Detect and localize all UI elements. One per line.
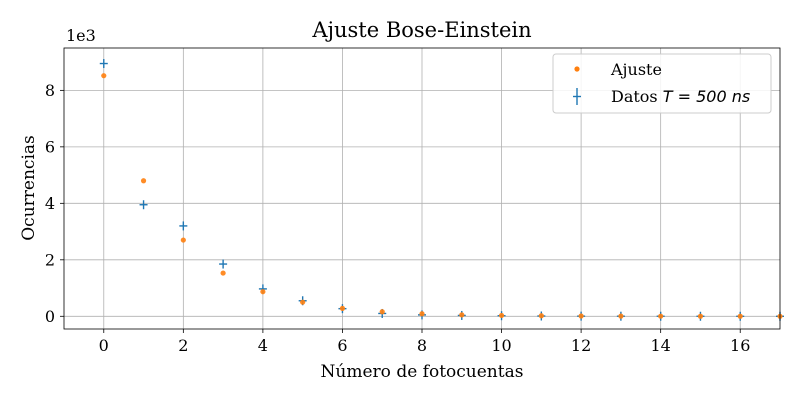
x-tick-label: 0 [99, 336, 109, 355]
y-tick-label: 2 [45, 250, 55, 269]
y-axis-label: Ocurrencias [19, 135, 39, 241]
datos-point [219, 259, 228, 269]
ajuste-point [339, 305, 346, 311]
ajuste-point [658, 313, 664, 319]
ajuste-point [220, 270, 226, 276]
datos-point [179, 221, 188, 231]
datos-point [139, 200, 148, 210]
ajuste-point [498, 312, 505, 319]
ajuste-point [618, 313, 624, 319]
ajuste-point [578, 313, 584, 319]
datos-point [99, 59, 108, 69]
y-axis-ticks: 0 2 4 6 8 [45, 81, 64, 326]
y-axis-offset-text: 1e3 [66, 26, 96, 45]
data-marks [99, 59, 784, 321]
x-tick-label: 8 [417, 336, 427, 355]
x-axis-label: Número de fotocuentas [321, 362, 524, 382]
ajuste-point [697, 313, 704, 319]
x-tick-label: 6 [337, 336, 347, 355]
ajuste-point [737, 313, 743, 319]
legend-ajuste-marker [574, 66, 580, 72]
ajuste-point [379, 309, 385, 315]
chart-title: Ajuste Bose-Einstein [311, 18, 531, 42]
legend-datos-marker [573, 88, 581, 105]
ajuste-point [180, 237, 186, 243]
plot-area-frame [63, 47, 781, 330]
y-tick-label: 8 [45, 81, 55, 100]
y-tick-label: 0 [45, 307, 55, 326]
x-tick-label: 14 [650, 336, 670, 355]
legend-box [552, 53, 772, 114]
ajuste-point [538, 313, 544, 319]
ajuste-point [260, 289, 266, 295]
x-tick-label: 2 [178, 336, 188, 355]
y-tick-label: 4 [45, 194, 55, 213]
x-tick-label: 10 [491, 336, 511, 355]
ajuste-point [101, 73, 107, 79]
legend-datos-label: Datos T = 500 ns [611, 87, 750, 106]
ajuste-point [459, 312, 465, 318]
x-tick-label: 16 [730, 336, 750, 355]
x-axis-ticks: 0 2 4 6 8 10 12 14 16 [99, 329, 750, 355]
ajuste-point [140, 178, 147, 184]
legend: Ajuste Datos T = 500 ns [552, 53, 772, 114]
ajuste-point [419, 311, 425, 317]
legend-datos-prefix: Datos [611, 87, 663, 106]
legend-ajuste-label: Ajuste [610, 60, 662, 79]
x-tick-label: 12 [571, 336, 591, 355]
legend-datos-math: T = 500 ns [663, 87, 750, 106]
ajuste-point [300, 299, 306, 305]
x-tick-label: 4 [258, 336, 268, 355]
y-tick-label: 6 [45, 137, 55, 156]
